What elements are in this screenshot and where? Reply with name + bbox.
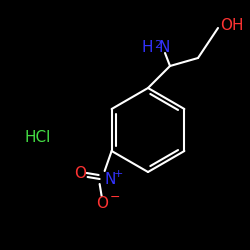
Text: O: O: [96, 196, 108, 210]
Text: 2: 2: [154, 40, 161, 50]
Text: +: +: [114, 169, 123, 179]
Text: O: O: [74, 166, 86, 182]
Text: N: N: [159, 40, 170, 56]
Text: H: H: [142, 40, 153, 56]
Text: −: −: [110, 190, 120, 203]
Text: N: N: [105, 172, 116, 186]
Text: OH: OH: [220, 18, 244, 32]
Text: HCl: HCl: [25, 130, 51, 146]
